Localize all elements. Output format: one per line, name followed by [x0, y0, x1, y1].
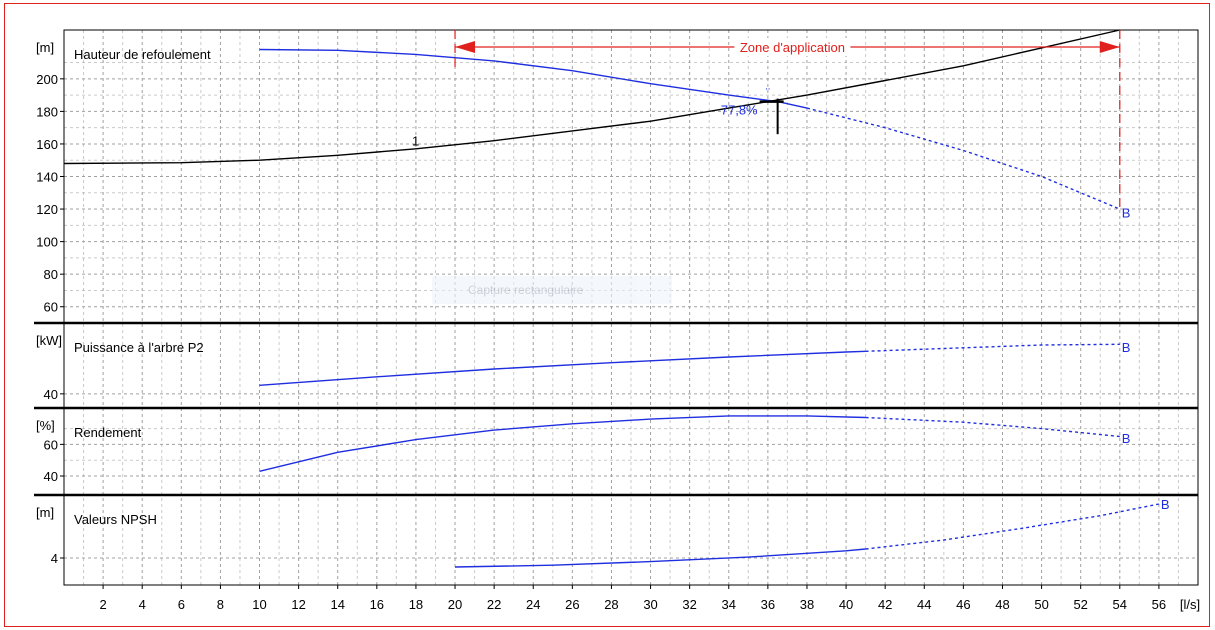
y-tick-label: 180: [36, 104, 58, 119]
x-tick-label: 56: [1152, 597, 1166, 612]
duty-point-tick: ¨: [766, 86, 770, 101]
point-label: B: [1122, 340, 1131, 355]
x-tick-label: 14: [330, 597, 344, 612]
plot-frames: [34, 29, 1199, 589]
x-tick-label: 48: [995, 597, 1009, 612]
point-label: B: [1122, 205, 1131, 220]
point-label: B: [1161, 497, 1170, 512]
system-curve-solid: [63, 29, 1120, 165]
x-tick-label: 36: [761, 597, 775, 612]
panel-label: Hauteur de refoulement: [74, 47, 211, 62]
zone-arrow-left: [455, 41, 476, 53]
zone-arrow-right: [1099, 41, 1120, 53]
pump-curve-solid: [454, 548, 866, 568]
y-tick-label: 120: [36, 202, 58, 217]
pump-curve-dashed: [865, 416, 1120, 438]
x-tick-label: 46: [956, 597, 970, 612]
x-tick-label: 8: [217, 597, 224, 612]
y-tick-label: 140: [36, 170, 58, 185]
x-tick-label: 12: [291, 597, 305, 612]
x-tick-label: 42: [878, 597, 892, 612]
x-tick-label: 44: [917, 597, 931, 612]
panel-label: Valeurs NPSH: [74, 512, 157, 527]
x-tick-label: 54: [1113, 597, 1127, 612]
x-tick-label: 52: [1073, 597, 1087, 612]
pump-curve-solid: [259, 415, 866, 472]
y-tick-label: 4: [51, 551, 58, 566]
point-label: B: [1122, 431, 1131, 446]
x-tick-label: 18: [409, 597, 423, 612]
x-tick-label: 28: [604, 597, 618, 612]
y-tick-label: 60: [44, 437, 58, 452]
pump-curve-dashed: [806, 107, 1121, 210]
y-unit-label: [kW]: [36, 333, 62, 348]
y-tick-label: 80: [44, 267, 58, 282]
panel-frame: [63, 322, 1199, 409]
x-tick-label: 24: [526, 597, 540, 612]
x-tick-label: 10: [252, 597, 266, 612]
chart-frame: [4, 3, 1210, 627]
pump-curve-solid: [259, 48, 808, 109]
zone-label-bg: [734, 38, 851, 56]
x-unit-label: [l/s]: [1180, 597, 1200, 612]
label-layer: 2 4 6 8 10 12 14 16 18 20 22 24 26 28 30 32 34 36 38 40 42 44…: [36, 40, 1200, 612]
panel-label: Puissance à l'arbre P2: [74, 340, 204, 355]
x-tick-label: 26: [565, 597, 579, 612]
x-tick-label: 4: [139, 597, 146, 612]
y-unit-label: [m]: [36, 40, 54, 55]
pump-curve-dashed: [865, 343, 1120, 352]
x-tick-label: 6: [178, 597, 185, 612]
x-tick-label: 38: [800, 597, 814, 612]
x-tick-label: 20: [448, 597, 462, 612]
zone-label: Zone d'application: [740, 40, 845, 55]
x-tick-label: 34: [722, 597, 736, 612]
y-tick-label: 200: [36, 72, 58, 87]
efficiency-label: 77,8%: [721, 103, 758, 118]
point-label: 1: [412, 134, 419, 149]
y-unit-label: [%]: [36, 418, 55, 433]
series-layer: [63, 29, 1160, 568]
x-tick-label: 50: [1034, 597, 1048, 612]
y-tick-label: 100: [36, 235, 58, 250]
y-tick-label: 60: [44, 300, 58, 315]
y-tick-label: 160: [36, 137, 58, 152]
capture-overlay: Capture rectangulaire: [432, 276, 672, 304]
pump-curve-dashed: [865, 503, 1160, 550]
x-tick-label: 32: [682, 597, 696, 612]
x-tick-label: 16: [370, 597, 384, 612]
x-tick-label: 22: [487, 597, 501, 612]
x-tick-label: 2: [99, 597, 106, 612]
y-tick-label: 40: [44, 387, 58, 402]
y-unit-label: [m]: [36, 505, 54, 520]
x-tick-label: 30: [643, 597, 657, 612]
pump-curve-solid: [259, 350, 866, 386]
x-tick-label: 40: [839, 597, 853, 612]
y-tick-label: 40: [44, 469, 58, 484]
grid-layer: [64, 30, 1198, 585]
panel-label: Rendement: [74, 425, 142, 440]
